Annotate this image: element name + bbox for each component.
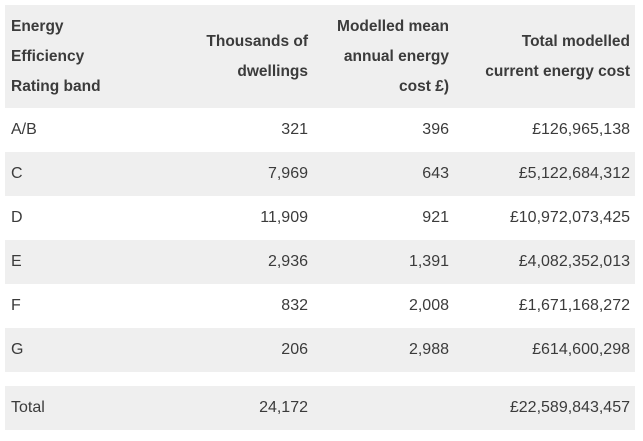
cell-mean-cost: 396 — [422, 121, 449, 138]
cell-dwellings: 7,969 — [267, 165, 308, 182]
cell-band: E — [11, 253, 22, 270]
cell-total-cost: £5,122,684,312 — [518, 165, 630, 182]
table-row: E 2,936 1,391 £4,082,352,013 — [5, 240, 635, 284]
cell-dwellings: 206 — [281, 341, 308, 358]
cell-total-cost: £126,965,138 — [532, 121, 630, 138]
header-total-cost-line: Total modelled — [521, 33, 630, 50]
header-mean-cost-line: Modelled mean — [337, 18, 449, 35]
table-row: F 832 2,008 £1,671,168,272 — [5, 284, 635, 328]
header-dwellings-line: Thousands of — [206, 33, 308, 50]
cell-mean-cost: 2,988 — [408, 341, 449, 358]
table-header-row: Energy Efficiency Rating band Thousands … — [5, 5, 635, 108]
cell-band: G — [11, 341, 24, 358]
header-band-line: Rating band — [11, 78, 101, 95]
cell-total-cost: £4,082,352,013 — [518, 253, 630, 270]
header-total-cost: Total modelled current energy cost — [449, 5, 630, 108]
cell-band: C — [11, 165, 23, 182]
header-mean-cost-line: annual energy — [343, 48, 449, 65]
header-dwellings-line: dwellings — [237, 63, 308, 80]
table-total-row: Total 24,172 £22,589,843,457 — [5, 386, 635, 430]
cell-total-cost: £1,671,168,272 — [518, 297, 630, 314]
cell-band: D — [11, 209, 23, 226]
header-band-line: Efficiency — [11, 48, 85, 65]
header-mean-cost: Modelled mean annual energy cost £) — [308, 5, 449, 108]
total-cost: £22,589,843,457 — [509, 399, 630, 416]
cell-total-cost: £614,600,298 — [532, 341, 630, 358]
cell-dwellings: 2,936 — [267, 253, 308, 270]
table-row: G 206 2,988 £614,600,298 — [5, 328, 635, 372]
cell-dwellings: 832 — [281, 297, 308, 314]
table-row: C 7,969 643 £5,122,684,312 — [5, 152, 635, 196]
cell-band: A/B — [11, 121, 37, 138]
cell-mean-cost: 643 — [422, 165, 449, 182]
table-row: D 11,909 921 £10,972,073,425 — [5, 196, 635, 240]
cell-total-cost: £10,972,073,425 — [509, 209, 630, 226]
cell-band: F — [11, 297, 21, 314]
cell-mean-cost: 1,391 — [408, 253, 449, 270]
header-dwellings: Thousands of dwellings — [165, 5, 308, 108]
header-band: Energy Efficiency Rating band — [5, 5, 165, 108]
cell-mean-cost: 2,008 — [408, 297, 449, 314]
header-total-cost-line: current energy cost — [485, 63, 630, 80]
total-label: Total — [11, 399, 45, 416]
total-dwellings: 24,172 — [259, 399, 308, 416]
cell-dwellings: 11,909 — [260, 209, 308, 226]
cell-mean-cost: 921 — [422, 209, 449, 226]
table-row: A/B 321 396 £126,965,138 — [5, 108, 635, 152]
energy-cost-table: Energy Efficiency Rating band Thousands … — [5, 5, 635, 430]
cell-dwellings: 321 — [281, 121, 308, 138]
header-band-line: Energy — [11, 18, 64, 35]
header-mean-cost-line: cost £) — [399, 78, 449, 95]
